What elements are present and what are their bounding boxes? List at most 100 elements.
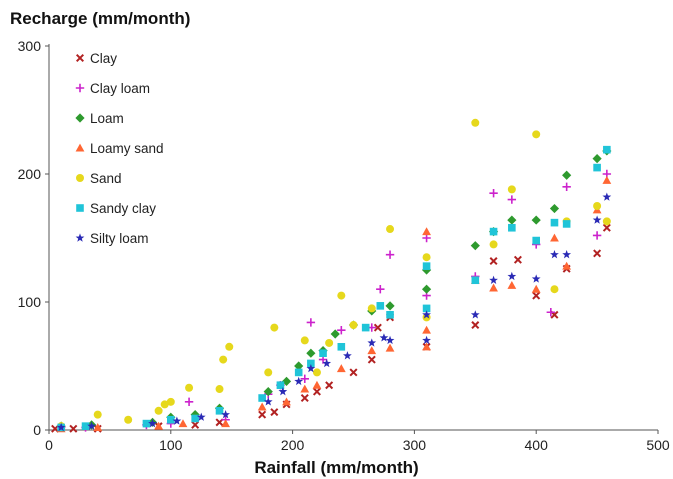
data-point [373, 323, 382, 332]
legend-item: Sand [76, 171, 122, 186]
data-point [421, 284, 432, 294]
data-point [221, 410, 230, 419]
legend-label: Sandy clay [90, 201, 156, 216]
data-point [550, 218, 559, 227]
data-point [489, 257, 498, 266]
data-point [258, 410, 267, 419]
data-point [593, 249, 602, 258]
x-axis-title: Rainfall (mm/month) [254, 458, 419, 477]
data-point [386, 225, 395, 234]
data-point [602, 223, 611, 232]
data-point [215, 407, 224, 415]
legend-marker [75, 53, 85, 63]
data-point [148, 419, 157, 428]
data-point [602, 192, 612, 201]
data-point [221, 419, 231, 428]
data-point [225, 342, 234, 351]
legend: Clay Clay loam Loam Loamy sand Sand Sandy cla… [75, 51, 164, 246]
data-point [470, 310, 480, 319]
data-point [507, 195, 517, 204]
data-point [300, 336, 309, 345]
data-point [562, 182, 571, 191]
legend-label: Loamy sand [90, 141, 164, 156]
y-tick-label: 200 [18, 166, 42, 182]
data-point [471, 321, 480, 330]
data-point [337, 343, 346, 351]
data-point [270, 323, 279, 332]
legend-marker [75, 113, 85, 123]
legend-item: Silty loam [75, 231, 149, 246]
data-point [300, 393, 309, 403]
data-point [184, 397, 194, 407]
data-point [385, 250, 395, 259]
data-point [507, 280, 517, 289]
data-point [507, 215, 517, 225]
data-point [531, 274, 541, 283]
data-point [550, 233, 559, 242]
y-tick-label: 300 [18, 38, 42, 54]
data-point [422, 227, 431, 236]
data-point [422, 325, 431, 334]
data-point [562, 250, 572, 259]
legend-marker [76, 174, 84, 182]
data-point [322, 358, 332, 368]
data-point [470, 241, 480, 251]
data-point [386, 311, 394, 319]
data-point [422, 253, 431, 262]
data-point [531, 284, 541, 293]
x-tick-label: 500 [646, 437, 670, 453]
data-point [196, 412, 206, 421]
data-point [508, 223, 516, 232]
legend-label: Silty loam [90, 231, 149, 246]
legend-label: Clay loam [90, 81, 150, 96]
data-point [325, 381, 334, 390]
data-point [191, 414, 199, 423]
data-point [312, 387, 321, 396]
data-point [422, 313, 431, 322]
data-point [306, 318, 316, 327]
data-point [124, 415, 133, 424]
data-point [550, 250, 559, 259]
data-point [276, 381, 285, 389]
data-point [349, 368, 358, 377]
data-point [172, 416, 182, 425]
data-point [507, 185, 516, 194]
x-tick-label: 100 [159, 437, 183, 453]
data-point [258, 394, 266, 402]
data-point [592, 215, 602, 224]
data-point [489, 275, 498, 284]
legend-label: Clay [90, 51, 117, 66]
data-point [349, 321, 358, 330]
data-point [154, 406, 163, 415]
data-point [93, 410, 102, 419]
data-point [593, 202, 602, 210]
series-silty-loam [56, 192, 612, 432]
data-point [337, 325, 346, 335]
data-point [56, 422, 66, 432]
data-point [336, 364, 346, 373]
data-point [160, 400, 169, 409]
legend-item: Sandy clay [76, 201, 156, 216]
data-point [367, 304, 376, 313]
y-axis-title: Recharge (mm/month) [10, 9, 191, 28]
data-point [294, 361, 304, 371]
legend-item: Clay loam [75, 81, 150, 96]
data-point [278, 387, 288, 396]
data-point [376, 285, 385, 294]
data-point [306, 363, 316, 373]
data-point [300, 384, 310, 393]
data-point [312, 368, 321, 377]
y-tick-label: 100 [18, 294, 42, 310]
data-point [330, 329, 340, 339]
x-tick-label: 0 [45, 437, 53, 453]
series-sand [57, 118, 611, 431]
data-point [379, 333, 389, 342]
data-point [215, 385, 224, 394]
data-point [532, 130, 541, 139]
y-tick-label: 0 [33, 422, 41, 438]
data-point [178, 419, 188, 428]
data-point [367, 346, 377, 355]
data-point [312, 380, 322, 389]
data-point [562, 170, 572, 180]
